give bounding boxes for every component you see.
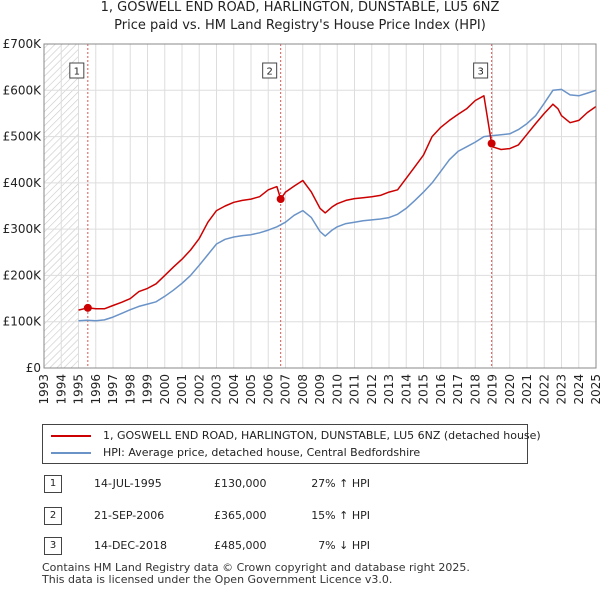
transaction-label-box: [262, 62, 278, 79]
x-tick-label: 2005: [244, 374, 258, 405]
transaction-label: 1: [74, 67, 80, 78]
x-tick-label: 2000: [158, 374, 172, 405]
x-tick-label: 2006: [261, 374, 275, 405]
x-tick-label: 1996: [89, 374, 103, 405]
x-tick-label: 2004: [227, 374, 241, 405]
transaction-label-box: [69, 62, 85, 79]
x-tick-label: 2014: [399, 374, 413, 405]
transaction-row: 3 14-DEC-2018 £485,000 7% ↓ HPI: [0, 537, 600, 557]
transaction-date: 14-DEC-2018: [94, 539, 168, 552]
y-tick-label: £300K: [3, 222, 43, 236]
y-tick-label: £100K: [3, 315, 43, 329]
transaction-point: [487, 139, 496, 148]
transaction-point: [276, 195, 285, 204]
transaction-number: 2: [44, 507, 62, 525]
transaction-number: 3: [44, 537, 62, 555]
y-tick-label: £700K: [3, 37, 43, 51]
x-tick-label: 1997: [106, 374, 120, 405]
transaction-label: 3: [477, 67, 483, 78]
hpi-line: [78, 88, 597, 322]
y-tick-label: £0: [26, 361, 41, 375]
y-tick-label: £400K: [3, 176, 43, 190]
chart-subtitle: Price paid vs. HM Land Registry's House …: [114, 18, 486, 33]
footer-note: Contains HM Land Registry data © Crown c…: [42, 562, 470, 586]
chart-legend: 1, GOSWELL END ROAD, HARLINGTON, DUNSTAB…: [42, 424, 541, 464]
transaction-price: £365,000: [214, 509, 267, 522]
y-tick-label: £200K: [3, 268, 43, 282]
x-tick-label: 1993: [37, 374, 51, 405]
transaction-hpi: 15% ↑ HPI: [311, 509, 370, 522]
y-tick-label: £500K: [3, 130, 43, 144]
plot-frame: [43, 43, 597, 369]
footer-copyright: Contains HM Land Registry data © Crown c…: [42, 561, 470, 574]
x-tick-label: 1994: [54, 374, 68, 405]
x-tick-label: 2019: [486, 374, 500, 405]
chart-title: 1, GOSWELL END ROAD, HARLINGTON, DUNSTAB…: [100, 0, 500, 15]
transaction-price: £130,000: [214, 477, 267, 490]
x-tick-label: 2003: [210, 374, 224, 405]
x-tick-label: 2010: [330, 374, 344, 405]
x-tick-label: 2016: [434, 374, 448, 405]
legend-swatch-hpi: [51, 452, 91, 454]
price-chart: 1 2 3 £0 £100K £200K £300K £400K £500K £600K £700…: [3, 37, 600, 405]
transaction-number: 1: [44, 475, 62, 493]
legend-label-property: 1, GOSWELL END ROAD, HARLINGTON, DUNSTAB…: [103, 429, 541, 442]
x-tick-label: 2025: [589, 374, 600, 405]
transaction-label: 2: [266, 67, 272, 78]
x-tick-label: 2013: [382, 374, 396, 405]
transaction-price: £485,000: [214, 539, 267, 552]
transaction-hpi: 27% ↑ HPI: [311, 477, 370, 490]
x-tick-label: 2007: [279, 374, 293, 405]
x-tick-label: 2020: [503, 374, 517, 405]
x-tick-label: 2018: [468, 374, 482, 405]
y-tick-label: £600K: [3, 83, 43, 97]
x-tick-label: 2017: [451, 374, 465, 405]
transaction-date: 21-SEP-2006: [94, 509, 165, 522]
x-tick-label: 2021: [520, 374, 534, 405]
transaction-point: [83, 303, 92, 312]
x-tick-label: 1999: [141, 374, 155, 405]
legend-label-hpi: HPI: Average price, detached house, Cent…: [103, 446, 421, 459]
legend-swatch-property: [51, 435, 91, 437]
x-tick-label: 2011: [348, 374, 362, 405]
x-tick-label: 2015: [417, 374, 431, 405]
transaction-hpi: 7% ↓ HPI: [318, 539, 370, 552]
transaction-row: 2 21-SEP-2006 £365,000 15% ↑ HPI: [0, 507, 600, 527]
footer-licence: This data is licensed under the Open Gov…: [42, 573, 393, 586]
x-tick-label: 2008: [296, 374, 310, 405]
x-tick-label: 2012: [365, 374, 379, 405]
x-tick-label: 2001: [175, 374, 189, 405]
x-tick-label: 1998: [123, 374, 137, 405]
transaction-date: 14-JUL-1995: [94, 477, 162, 490]
x-tick-label: 2009: [313, 374, 327, 405]
property-price-line: [78, 95, 597, 311]
transaction-label-box: [473, 62, 489, 79]
x-tick-label: 2022: [537, 374, 551, 405]
transaction-row: 1 14-JUL-1995 £130,000 27% ↑ HPI: [0, 475, 600, 495]
x-tick-label: 2002: [192, 374, 206, 405]
x-tick-label: 2023: [555, 374, 569, 405]
x-tick-label: 2024: [572, 374, 586, 405]
x-tick-label: 1995: [72, 374, 86, 405]
